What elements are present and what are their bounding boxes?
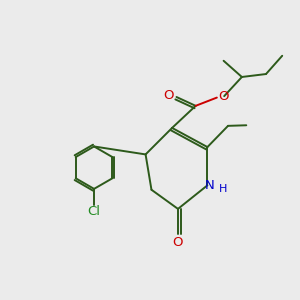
- Text: N: N: [205, 179, 214, 192]
- Text: O: O: [173, 236, 183, 249]
- Text: Cl: Cl: [88, 205, 100, 218]
- Text: H: H: [218, 184, 227, 194]
- Text: O: O: [163, 89, 173, 102]
- Text: O: O: [218, 90, 229, 103]
